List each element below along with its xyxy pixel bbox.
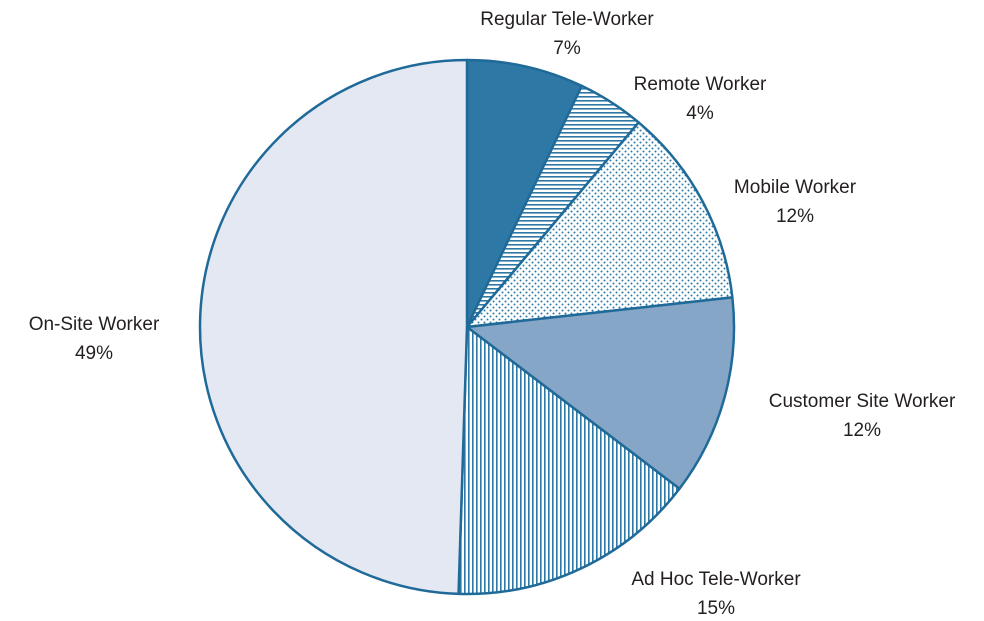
pie-slice [465,58,584,329]
slice-label: Remote Worker [634,74,767,95]
slice-value-label: 4% [686,103,714,124]
pie-slice [465,296,736,490]
slice-label: Ad Hoc Tele-Worker [631,569,801,590]
slice-value-label: 12% [843,420,881,441]
slice-value-label: 12% [776,206,814,227]
slice-label: Mobile Worker [734,177,857,198]
slice-value-label: 49% [75,343,113,364]
pie-slice [198,58,469,596]
pie-slice [457,325,681,596]
pie-slice [465,121,734,329]
slice-value-label: 7% [553,38,581,59]
slice-label: Regular Tele-Worker [480,9,654,30]
slice-label: On-Site Worker [29,314,160,335]
slice-value-label: 15% [697,598,735,619]
slice-label: Customer Site Worker [769,391,956,412]
